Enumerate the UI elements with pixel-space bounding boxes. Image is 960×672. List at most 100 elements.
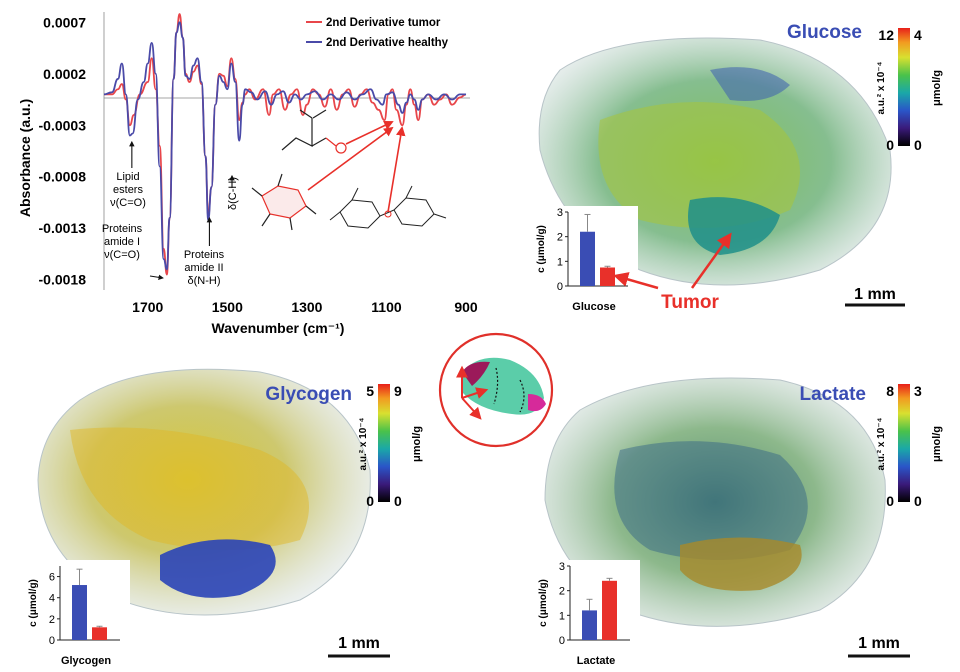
annotation-ch: δ(C-H) (227, 177, 239, 210)
glycogen-hotspot (70, 427, 309, 550)
glycogen-scale-left-max: 5 (366, 383, 374, 399)
annotation-label: Proteins (184, 249, 225, 261)
structure-arrows (307, 120, 406, 213)
bar-ytick-label: 6 (49, 572, 55, 584)
bar-ytick-label: 4 (49, 593, 55, 605)
bar-healthy (580, 231, 595, 286)
annotation-label: esters (113, 184, 143, 196)
annotation-label: ν(C=O) (110, 197, 146, 209)
glycogen-scale-right-max: 9 (394, 383, 402, 399)
bar-ylabel: c (μmol/g) (28, 579, 39, 627)
tumor-arrow-tissue (690, 232, 732, 289)
orientation-thumbnail (438, 332, 554, 448)
glucose-scale-right-min: 0 (914, 137, 922, 153)
lactate-scale-left-max: 8 (886, 383, 894, 399)
spectrum-ytick-label: -0.0008 (39, 169, 87, 185)
glucose-unit-right: μmol/g (931, 70, 943, 106)
spectrum-xtick-label: 1300 (291, 299, 322, 315)
bar-ytick-label: 2 (49, 614, 55, 626)
spectrum-xtick-label: 1500 (212, 299, 243, 315)
bar-ylabel: c (μmol/g) (536, 225, 547, 273)
bar-xlabel: Glucose (572, 301, 615, 313)
glycogen-molecule (329, 185, 447, 229)
glucose-bar-chart: c (μmol/g) 0 1 2 3 Glucose (536, 206, 638, 322)
glucose-tumor-region (688, 197, 780, 255)
lactate-bar-chart: c (μmol/g) 0 1 2 3 Lactate (538, 560, 640, 672)
glycogen-tumor-region (160, 539, 276, 598)
bar-ytick-label: 1 (559, 610, 565, 622)
lactate-unit-right: μmol/g (931, 426, 943, 462)
annotation-label: amide I (104, 236, 140, 248)
bar-healthy (72, 585, 87, 640)
bar-healthy (582, 610, 597, 640)
glucose-scale-left-max: 12 (878, 27, 894, 43)
spectrum-ytick-label: 0.0007 (43, 14, 86, 30)
legend-tumor: 2nd Derivative tumor (326, 17, 441, 29)
lactate-panel: Lactate 8 0 3 0 a.u.² x 10⁻⁴ μmol/g 1 mm… (538, 377, 943, 672)
glucose-colorbar (898, 28, 910, 146)
glycogen-scale-bar-label: 1 mm (338, 635, 380, 652)
lactate-scale-right-max: 3 (914, 383, 922, 399)
bar-tumor (602, 580, 617, 640)
bar-ylabel: c (μmol/g) (538, 579, 549, 627)
bar-ytick-label: 0 (559, 635, 565, 647)
bar-ytick-label: 3 (557, 207, 563, 219)
spectrum-xtick-label: 1700 (132, 299, 163, 315)
glycogen-unit-right: μmol/g (411, 426, 423, 462)
annotation-arrow (149, 274, 164, 281)
bar-ytick-label: 1 (557, 256, 563, 268)
annotation-label: δ(N-H) (188, 275, 221, 287)
spectrum-chart: Absorbance (a.u.) Wavenumber (cm⁻¹) 0.00… (17, 12, 478, 336)
legend-healthy: 2nd Derivative healthy (326, 37, 449, 49)
spectrum-ytick-label: -0.0018 (39, 272, 87, 288)
glucose-molecule (251, 173, 317, 231)
bar-ytick-label: 3 (559, 561, 565, 573)
glucose-unit-left: a.u.² x 10⁻⁴ (876, 61, 887, 114)
glucose-title: Glucose (787, 22, 862, 43)
bar-ytick-label: 2 (557, 232, 563, 244)
spectrum-xtick-label: 1100 (371, 299, 402, 315)
bar-ytick-label: 0 (557, 281, 563, 293)
annotation-label: Proteins (102, 223, 143, 235)
series-healthy-line (103, 21, 467, 271)
glycogen-scale-right-min: 0 (394, 493, 402, 509)
glucose-panel: Glucose 12 0 4 0 a.u.² x 10⁻⁴ μmol/g 1 m… (536, 22, 943, 322)
lactate-scale-left-min: 0 (886, 493, 894, 509)
lactate-title: Lactate (799, 384, 866, 405)
glucose-hotspot (598, 102, 800, 228)
lactate-tumor-region (680, 537, 802, 591)
glucose-scale-left-min: 0 (886, 137, 894, 153)
spectrum-ytick-label: -0.0003 (39, 117, 87, 133)
glycogen-unit-left: a.u.² x 10⁻⁴ (358, 417, 369, 470)
annotation-label: Lipid (116, 171, 139, 183)
spectrum-ytick-label: 0.0002 (43, 66, 86, 82)
spectrum-xlabel: Wavenumber (cm⁻¹) (212, 320, 345, 336)
glycogen-scale-left-min: 0 (366, 493, 374, 509)
lactate-unit-left: a.u.² x 10⁻⁴ (876, 417, 887, 470)
glycogen-bar-chart: c (μmol/g) 0 2 4 6 Glycogen (28, 560, 130, 672)
series-tumor-line (103, 13, 467, 276)
spectrum-ylabel: Absorbance (a.u.) (17, 99, 33, 217)
tumor-arrow-bar (613, 272, 659, 290)
lactate-molecule (281, 109, 347, 154)
lactate-colorbar (898, 384, 910, 502)
bar-ytick-label: 0 (49, 635, 55, 647)
spectrum-ytick-label: -0.0013 (39, 220, 87, 236)
glycogen-panel: Glycogen 5 0 9 0 a.u.² x 10⁻⁴ μmol/g 1 m… (28, 368, 423, 672)
glucose-scale-bar-label: 1 mm (854, 286, 896, 303)
glycogen-title: Glycogen (265, 384, 352, 405)
glycogen-colorbar (378, 384, 390, 502)
lactate-scale-bar-label: 1 mm (858, 635, 900, 652)
bar-tumor (92, 627, 107, 640)
spectrum-xtick-label: 900 (454, 299, 478, 315)
annotation-label: ν(C=O) (104, 249, 140, 261)
glucose-scale-right-max: 4 (914, 27, 922, 43)
bar-xlabel: Lactate (577, 655, 616, 667)
annotation-label: amide II (184, 262, 223, 274)
tumor-label: Tumor (661, 292, 719, 313)
bar-ytick-label: 2 (559, 586, 565, 598)
spectrum-legend: 2nd Derivative tumor 2nd Derivative heal… (306, 17, 449, 49)
bar-tumor (600, 267, 615, 286)
lactate-scale-right-min: 0 (914, 493, 922, 509)
bar-xlabel: Glycogen (61, 655, 111, 667)
